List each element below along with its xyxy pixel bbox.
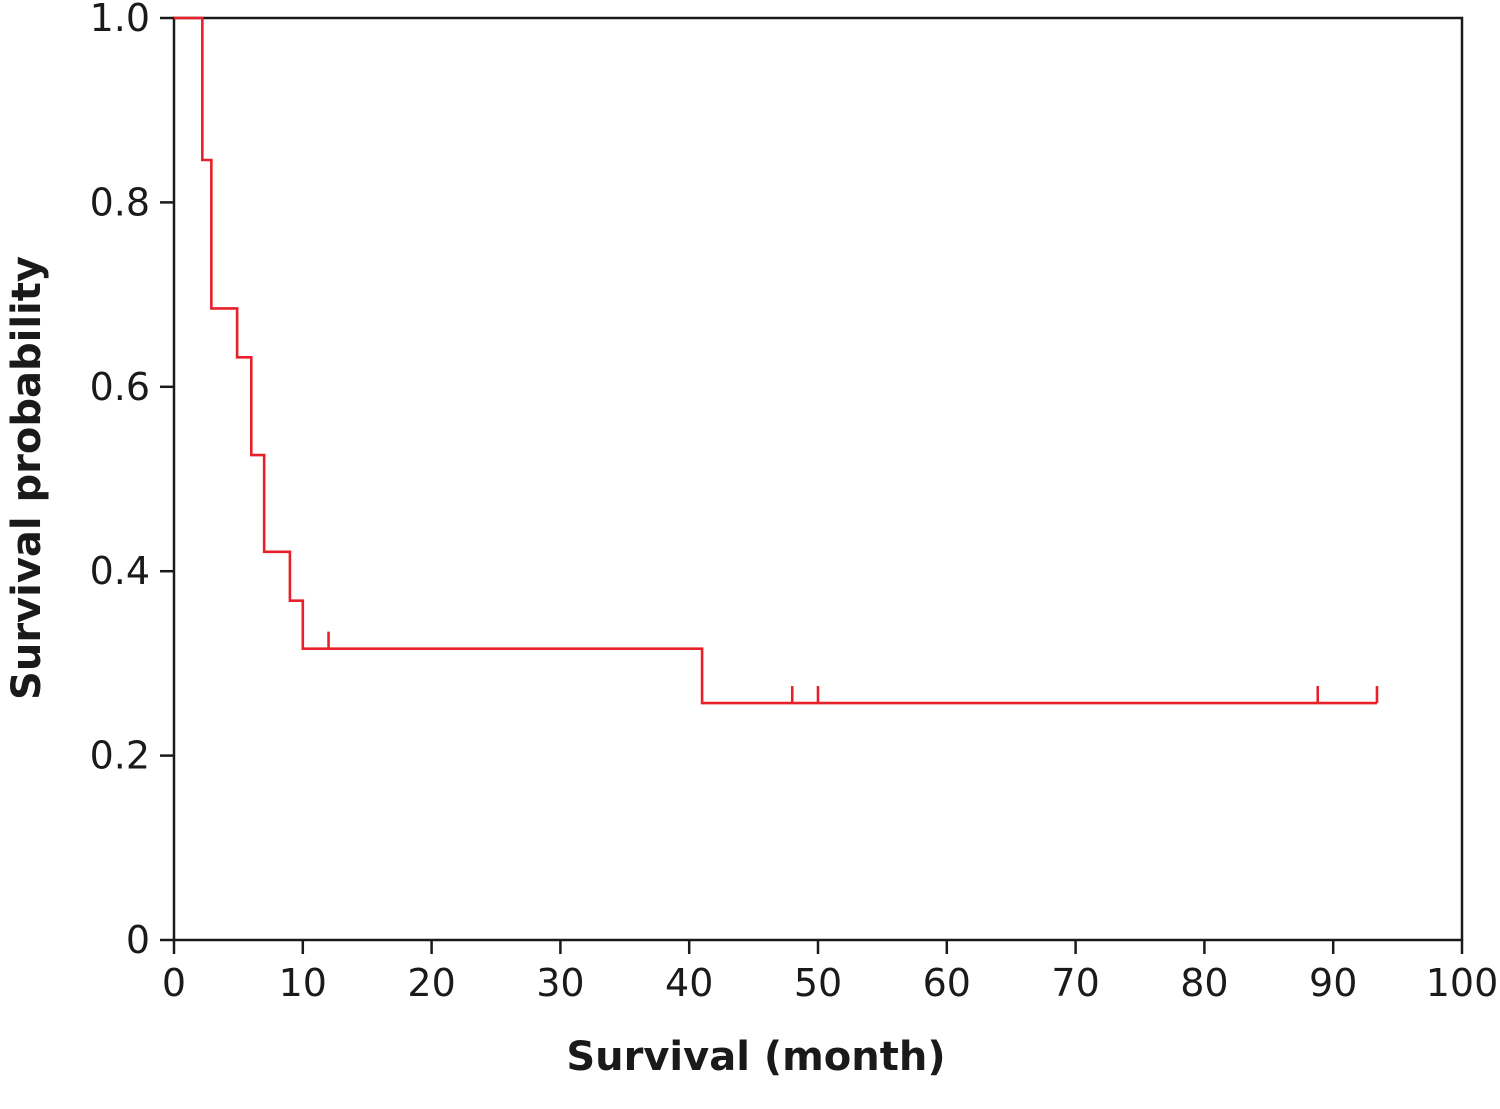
x-axis-title: Survival (month) [566, 1034, 945, 1080]
survival-step-line [174, 16, 1377, 705]
x-tick-label: 40 [665, 961, 713, 1005]
y-tick-label: 0.8 [90, 180, 150, 224]
survival-series [174, 16, 1379, 705]
y-tick-label: 0.4 [90, 549, 150, 593]
y-tick-label: 0.6 [90, 365, 150, 409]
x-tick-label: 100 [1426, 961, 1499, 1005]
x-tick-label: 20 [407, 961, 455, 1005]
x-tick-label: 50 [794, 961, 842, 1005]
axis-ticks [160, 16, 1464, 954]
x-tick-label: 0 [162, 961, 186, 1005]
x-tick-label: 90 [1309, 961, 1357, 1005]
y-axis-title: Survival probability [4, 256, 50, 700]
plot-frame [172, 16, 1464, 942]
x-tick-label: 10 [279, 961, 327, 1005]
x-tick-label: 60 [923, 961, 971, 1005]
y-tick-label: 0.2 [90, 734, 150, 778]
y-tick-label: 1.0 [90, 0, 150, 40]
y-tick-label: 0 [126, 918, 150, 962]
axes [172, 16, 1464, 942]
x-tick-label: 30 [536, 961, 584, 1005]
tick-labels: 0 10 20 30 40 50 60 70 80 90 100 0 0.2 0.4 0.6 0.8 1.0 [90, 0, 1499, 1005]
x-tick-label: 80 [1180, 961, 1228, 1005]
x-tick-label: 70 [1051, 961, 1099, 1005]
